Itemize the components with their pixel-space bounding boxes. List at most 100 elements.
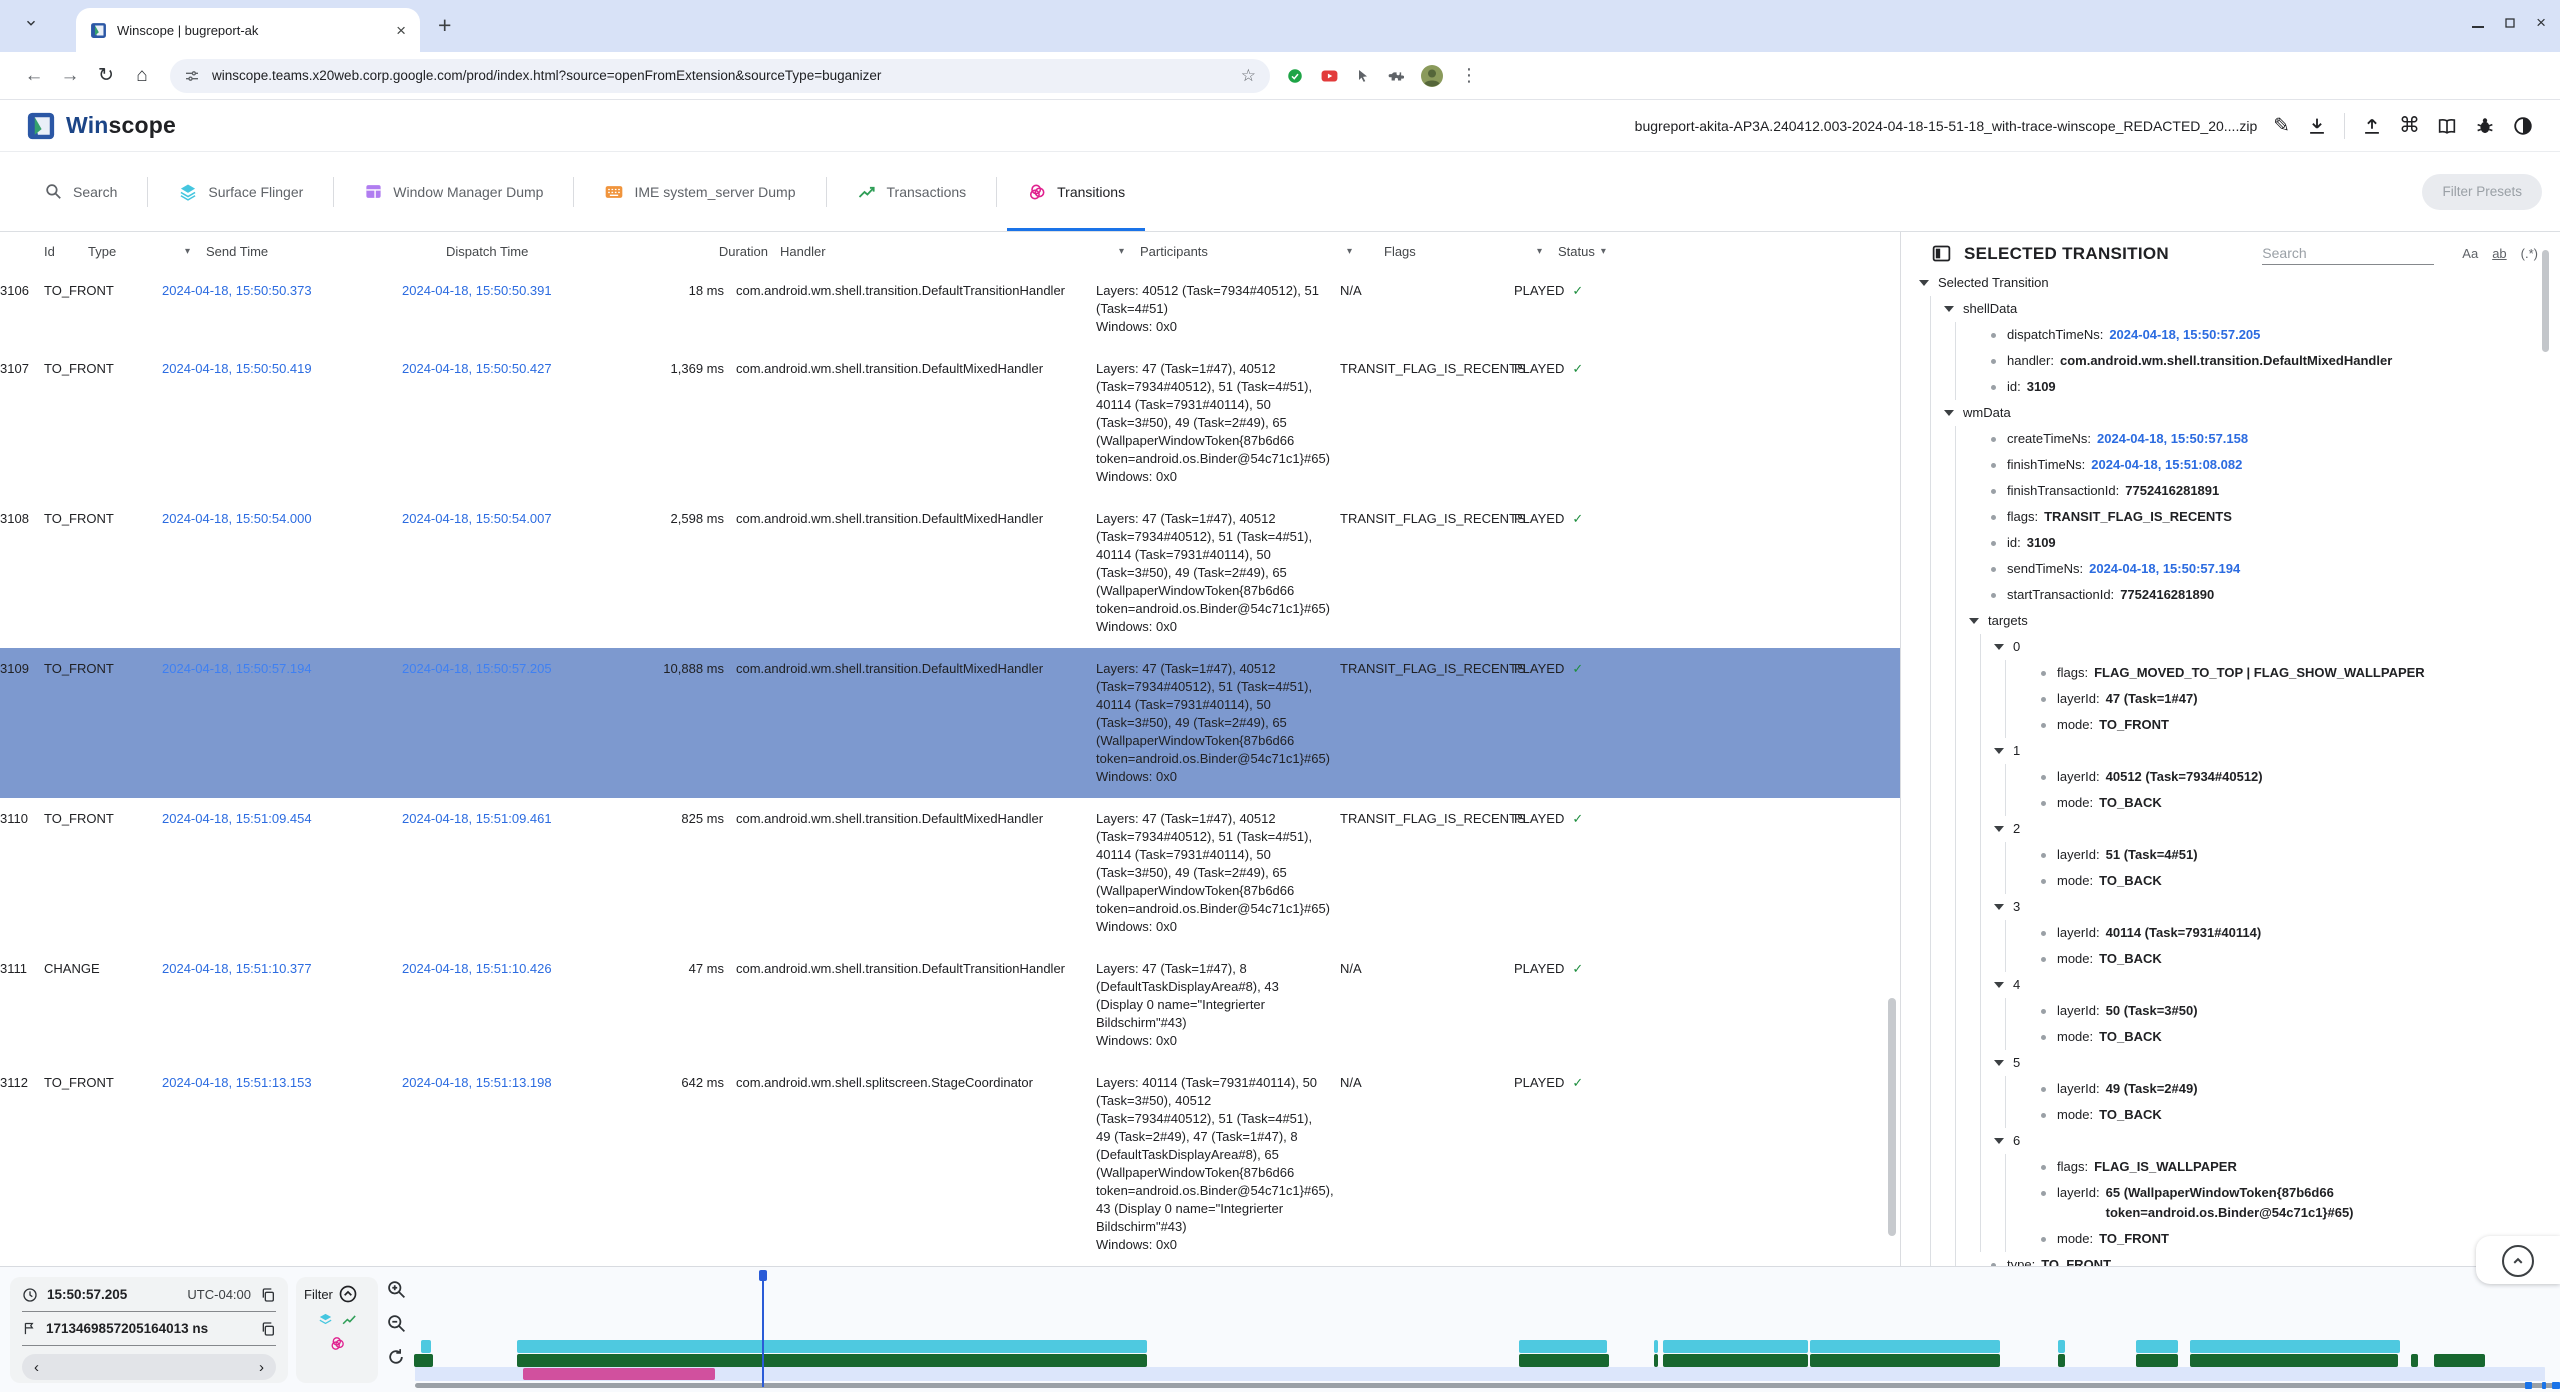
browser-tab[interactable]: Winscope | bugreport-ak ×: [76, 8, 420, 52]
tree-leaf[interactable]: mode: TO_BACK: [2019, 1024, 2534, 1050]
tab-list-chevron-icon[interactable]: [24, 16, 38, 30]
filter-dropdown-icon[interactable]: ▾: [1118, 245, 1124, 257]
table-row[interactable]: 3106 TO_FRONT 2024-04-18, 15:50:50.373 2024…: [0, 270, 1900, 348]
col-header-participants[interactable]: Participants ▾: [1140, 243, 1352, 259]
timestamp-link[interactable]: 2024-04-18, 15:50:50.373: [162, 283, 312, 298]
window-minimize-icon[interactable]: [2472, 25, 2485, 28]
panel-scrollbar-thumb[interactable]: [2542, 250, 2549, 352]
zoom-reset-icon[interactable]: [386, 1347, 407, 1367]
window-maximize-icon[interactable]: [2504, 17, 2516, 29]
copy-icon[interactable]: [260, 1287, 276, 1303]
tree-leaf[interactable]: layerId: 49 (Task=2#49): [2019, 1076, 2534, 1102]
back-icon[interactable]: ←: [24, 64, 44, 86]
tree-leaf[interactable]: flags: FLAG_MOVED_TO_TOP | FLAG_SHOW_WALL…: [2019, 660, 2534, 686]
tree-node[interactable]: 2: [1994, 816, 2534, 842]
reload-icon[interactable]: ↻: [98, 65, 114, 86]
regex-button[interactable]: (.*): [2520, 246, 2538, 261]
timeline-segment-surfaceflinger[interactable]: [1654, 1340, 1658, 1353]
address-bar[interactable]: winscope.teams.x20web.corp.google.com/pr…: [170, 58, 1270, 93]
profile-avatar[interactable]: [1420, 64, 1444, 88]
timestamp-link[interactable]: 2024-04-18, 15:51:10.377: [162, 961, 312, 976]
timeline-segment-surfaceflinger[interactable]: [2058, 1340, 2065, 1353]
tree-leaf[interactable]: finishTimeNs: 2024-04-18, 15:51:08.082: [1969, 452, 2534, 478]
tree-leaf[interactable]: mode: TO_BACK: [2019, 946, 2534, 972]
download-icon[interactable]: [2306, 115, 2328, 137]
expand-arrow-icon[interactable]: [1994, 644, 2004, 650]
col-header-flags[interactable]: Flags ▾: [1384, 243, 1542, 259]
tree-leaf[interactable]: mode: TO_BACK: [2019, 1102, 2534, 1128]
timeline-bookmark-tick[interactable]: [2525, 1382, 2532, 1389]
zoom-out-icon[interactable]: [386, 1313, 407, 1334]
table-row[interactable]: 3110 TO_FRONT 2024-04-18, 15:51:09.454 2024…: [0, 798, 1900, 948]
timestamp-link[interactable]: 2024-04-18, 15:51:13.198: [402, 1075, 552, 1090]
timeline-segment-surfaceflinger[interactable]: [517, 1340, 1147, 1353]
filter-transactions-icon[interactable]: [341, 1311, 358, 1328]
timeline-segment-transitions[interactable]: [523, 1368, 715, 1380]
tree-leaf[interactable]: id: 3109: [1969, 374, 2534, 400]
tree-node[interactable]: 4: [1994, 972, 2534, 998]
tree-leaf[interactable]: createTimeNs: 2024-04-18, 15:50:57.158: [1969, 426, 2534, 452]
copy-icon[interactable]: [260, 1321, 276, 1337]
tab-close-icon[interactable]: ×: [396, 20, 406, 40]
table-scrollbar-thumb[interactable]: [1888, 998, 1896, 1236]
timeline-segment-transactions[interactable]: [517, 1354, 1147, 1367]
timestamp-link[interactable]: 2024-04-18, 15:51:10.426: [402, 961, 552, 976]
tree-leaf[interactable]: dispatchTimeNs: 2024-04-18, 15:50:57.205: [1969, 322, 2534, 348]
col-header-id[interactable]: Id: [44, 243, 55, 259]
col-header-dispatch-time[interactable]: Dispatch Time: [446, 243, 529, 259]
expand-arrow-icon[interactable]: [1919, 280, 1929, 286]
table-row[interactable]: 3107 TO_FRONT 2024-04-18, 15:50:50.419 2024…: [0, 348, 1900, 498]
tree-leaf[interactable]: layerId: 50 (Task=3#50): [2019, 998, 2534, 1024]
filter-presets-button[interactable]: Filter Presets: [2422, 173, 2542, 210]
timestamp-link[interactable]: 2024-04-18, 15:50:57.205: [402, 661, 552, 676]
timestamp-link[interactable]: 2024-04-18, 15:50:50.427: [402, 361, 552, 376]
prev-entry-button[interactable]: ‹: [34, 1358, 39, 1376]
expand-arrow-icon[interactable]: [1994, 748, 2004, 754]
timeline-segment-surfaceflinger[interactable]: [1519, 1340, 1607, 1353]
timeline-segment-transactions[interactable]: [1519, 1354, 1609, 1367]
edit-pencil-icon[interactable]: ✎: [2273, 115, 2290, 137]
tree-leaf[interactable]: layerId: 51 (Task=4#51): [2019, 842, 2534, 868]
property-value[interactable]: 2024-04-18, 15:50:57.194: [2089, 561, 2241, 576]
filter-transitions-icon[interactable]: [329, 1335, 346, 1352]
browser-menu-icon[interactable]: ⋮: [1460, 65, 1478, 85]
timeline-segment-surfaceflinger[interactable]: [2136, 1340, 2178, 1353]
timestamp-link[interactable]: 2024-04-18, 15:50:50.419: [162, 361, 312, 376]
col-header-handler[interactable]: Handler ▾: [780, 243, 1124, 259]
tab-transitions[interactable]: Transitions: [997, 152, 1155, 231]
extension-youtube-icon[interactable]: [1320, 68, 1339, 84]
timeline-segment-surfaceflinger[interactable]: [2190, 1340, 2400, 1353]
tab-ime-system-server-dump[interactable]: IME system_server Dump: [574, 152, 825, 231]
table-row[interactable]: 3111 CHANGE 2024-04-18, 15:51:10.377 2024-0…: [0, 948, 1900, 1062]
collapse-circle-icon[interactable]: [338, 1284, 358, 1304]
properties-search-input[interactable]: [2262, 242, 2435, 265]
tree-node[interactable]: 5: [1994, 1050, 2534, 1076]
timeline-segment-transactions[interactable]: [414, 1354, 433, 1367]
zoom-in-icon[interactable]: [386, 1279, 407, 1300]
tree-leaf[interactable]: startTransactionId: 7752416281890: [1969, 582, 2534, 608]
current-time-value[interactable]: 15:50:57.205: [47, 1287, 128, 1302]
col-header-status[interactable]: Status ▾: [1558, 243, 1606, 259]
tab-surface-flinger[interactable]: Surface Flinger: [148, 152, 333, 231]
expand-arrow-icon[interactable]: [1969, 618, 1979, 624]
table-row[interactable]: 3109 TO_FRONT 2024-04-18, 15:50:57.194 2024…: [0, 648, 1900, 798]
tree-leaf[interactable]: mode: TO_BACK: [2019, 790, 2534, 816]
upload-icon[interactable]: [2361, 115, 2383, 137]
site-settings-icon[interactable]: [184, 68, 200, 84]
tab-search[interactable]: Search: [14, 152, 147, 231]
tree-node[interactable]: 0: [1994, 634, 2534, 660]
tree-leaf[interactable]: flags: FLAG_IS_WALLPAPER: [2019, 1154, 2534, 1180]
timestamp-link[interactable]: 2024-04-18, 15:51:13.153: [162, 1075, 312, 1090]
expand-arrow-icon[interactable]: [1944, 410, 1954, 416]
expand-arrow-icon[interactable]: [1994, 1138, 2004, 1144]
dark-mode-contrast-icon[interactable]: [2512, 115, 2534, 137]
filter-dropdown-icon[interactable]: ▾: [1600, 245, 1606, 257]
tree-node[interactable]: targets: [1969, 608, 2534, 634]
timeline-segment-surfaceflinger[interactable]: [1663, 1340, 1808, 1353]
tree-node[interactable]: Selected Transition: [1919, 270, 2534, 296]
table-row[interactable]: 3112 TO_FRONT 2024-04-18, 15:51:13.153 2024…: [0, 1062, 1900, 1266]
timeline-bookmark-tick[interactable]: [2542, 1382, 2546, 1389]
filter-dropdown-icon[interactable]: ▾: [184, 245, 190, 257]
tree-leaf[interactable]: mode: TO_BACK: [2019, 868, 2534, 894]
timestamp-link[interactable]: 2024-04-18, 15:50:54.007: [402, 511, 552, 526]
